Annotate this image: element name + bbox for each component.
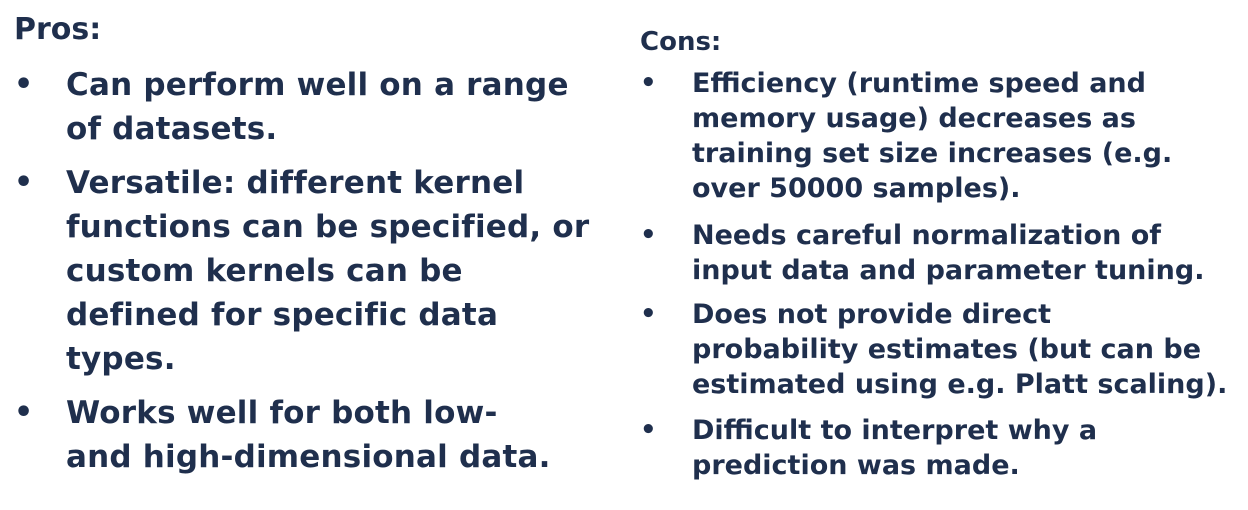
cons-item-text: Does not provide direct probability esti…: [692, 297, 1227, 402]
cons-item-text: Needs careful normalization of input dat…: [692, 218, 1204, 288]
bullet: •: [640, 220, 657, 250]
pros-item-text: Works well for both low- and high-dimens…: [66, 391, 551, 479]
text-line: Versatile: different kernel: [66, 165, 525, 201]
pros-item-text: Versatile: different kernel functions ca…: [66, 161, 589, 381]
text-line: and high-dimensional data.: [66, 439, 551, 475]
text-line: memory usage) decreases as: [692, 103, 1136, 134]
cons-item-text: Efficiency (runtime speed and memory usa…: [692, 66, 1172, 206]
text-line: input data and parameter tuning.: [692, 255, 1205, 286]
text-line: Efficiency (runtime speed and: [692, 68, 1146, 99]
bullet: •: [640, 299, 657, 329]
text-line: Works well for both low-: [66, 395, 498, 431]
text-line: types.: [66, 341, 176, 377]
text-line: functions can be specified, or: [66, 209, 590, 245]
cons-heading: Cons:: [640, 27, 722, 57]
text-line: prediction was made.: [692, 450, 1020, 481]
pros-item-text: Can perform well on a range of datasets.: [66, 63, 569, 151]
text-line: training set size increases (e.g.: [692, 138, 1173, 169]
text-line: Does not provide direct: [692, 299, 1052, 330]
text-line: defined for specific data: [66, 297, 499, 333]
text-line: custom kernels can be: [66, 253, 463, 289]
bullet: •: [14, 67, 34, 102]
text-line: Difficult to interpret why a: [692, 415, 1098, 446]
text-line: over 50000 samples).: [692, 173, 1021, 204]
text-line: Needs careful normalization of: [692, 220, 1162, 251]
bullet: •: [640, 415, 657, 445]
cons-item-text: Difficult to interpret why a prediction …: [692, 413, 1097, 483]
text-line: probability estimates (but can be: [692, 334, 1202, 365]
text-line: of datasets.: [66, 111, 278, 147]
text-line: estimated using e.g. Platt scaling).: [692, 369, 1228, 400]
bullet: •: [14, 165, 34, 200]
bullet: •: [14, 395, 34, 430]
bullet: •: [640, 68, 657, 98]
text-line: Can perform well on a range: [66, 67, 569, 103]
pros-heading: Pros:: [14, 12, 102, 47]
